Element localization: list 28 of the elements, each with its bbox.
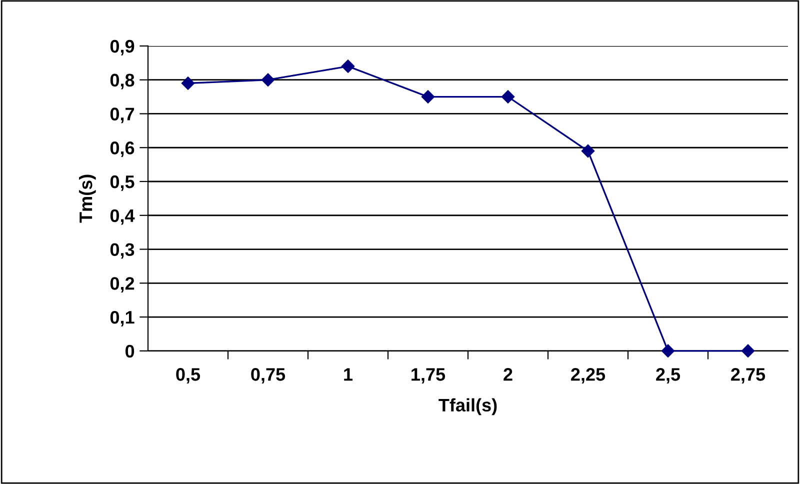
x-tick-label: 1 xyxy=(344,368,353,381)
point xyxy=(741,344,755,358)
point xyxy=(661,344,675,358)
x-tick-label: 0,5 xyxy=(176,368,200,384)
y-tick-label: 0,6 xyxy=(110,142,134,157)
point xyxy=(261,73,275,86)
y-tick-label: 0,9 xyxy=(110,40,134,56)
point xyxy=(501,90,515,104)
y-tick-label: 0,4 xyxy=(110,209,135,225)
x-tick-label: 1,75 xyxy=(412,368,446,384)
y-tick-label: 0,8 xyxy=(110,74,134,90)
point xyxy=(581,144,595,158)
point xyxy=(181,76,195,90)
y-tick-label: 0 xyxy=(125,344,134,358)
x-tick-label: 2,75 xyxy=(731,368,766,384)
y-tick-label: 0,3 xyxy=(110,243,134,259)
x-tick-label: 2,25 xyxy=(571,368,606,384)
x-tick-label: 0,75 xyxy=(251,368,286,384)
y-tick-label: 0,2 xyxy=(110,277,134,292)
x-tick-label: 2,5 xyxy=(656,368,680,384)
point xyxy=(341,60,355,73)
y-axis-title: Tm(s) xyxy=(78,174,96,223)
x-axis-title: Tfail(s) xyxy=(438,398,497,416)
point xyxy=(421,90,435,104)
y-tick-label: 0,1 xyxy=(110,310,134,326)
y-tick-label: 0,7 xyxy=(110,108,134,124)
x-tick-label: 2 xyxy=(504,368,512,381)
y-tick-label: 0,5 xyxy=(110,175,134,191)
